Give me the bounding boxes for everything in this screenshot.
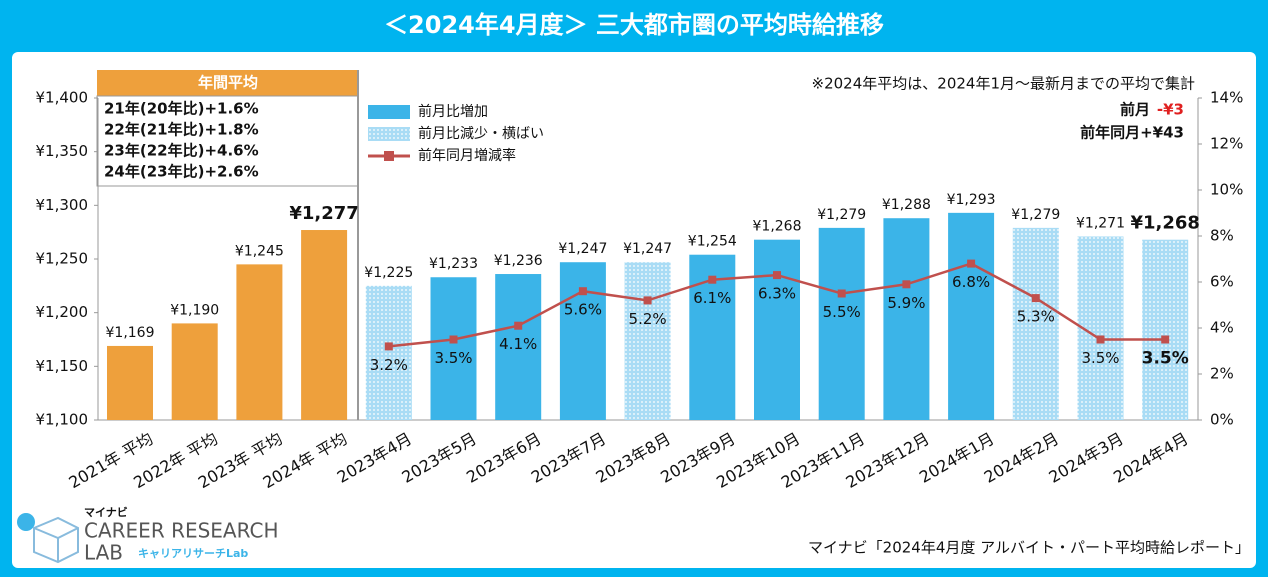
line-marker	[773, 271, 781, 280]
y-tick-label: ¥1,400	[36, 89, 89, 107]
line-marker	[837, 289, 846, 298]
bar	[1012, 227, 1059, 420]
rate-label: 3.5%	[434, 349, 472, 367]
bar	[754, 239, 800, 420]
annual-box-header	[97, 70, 358, 96]
y-tick-label: ¥1,350	[36, 142, 89, 160]
bar	[107, 345, 153, 420]
legend-label: 前月比増加	[418, 103, 488, 120]
bar	[559, 262, 606, 420]
value-label: ¥1,268	[1130, 213, 1199, 234]
mom-label: 前月	[1120, 101, 1150, 119]
rate-label: 4.1%	[499, 335, 537, 353]
yoy: 前年同月+¥43	[1080, 124, 1184, 142]
value-label: ¥1,279	[817, 207, 866, 223]
bar	[818, 227, 865, 420]
bar	[495, 274, 542, 420]
logo-brand: マイナビ	[84, 505, 128, 519]
legend-marker	[384, 151, 394, 161]
value-label: ¥1,190	[170, 302, 219, 318]
legend-swatch	[368, 127, 410, 141]
y2-tick-label: 4%	[1210, 319, 1234, 337]
rate-label: 5.5%	[823, 303, 861, 321]
value-label: ¥1,169	[106, 325, 155, 341]
value-label: ¥1,288	[882, 197, 931, 213]
rate-label: 6.1%	[693, 289, 731, 307]
bar	[624, 262, 671, 420]
line-marker	[514, 321, 523, 330]
mom-value: -¥3	[1157, 101, 1184, 119]
line-marker	[578, 287, 587, 296]
rate-label: 5.3%	[1017, 308, 1055, 326]
value-label: ¥1,271	[1076, 215, 1125, 231]
source: マイナビ「2024年4月度 アルバイト・パート平均時給レポート」	[808, 539, 1250, 557]
value-label: ¥1,236	[494, 253, 543, 269]
y-tick-label: ¥1,300	[36, 196, 89, 214]
rate-label: 3.5%	[1081, 349, 1119, 367]
value-label: ¥1,225	[364, 265, 413, 281]
chart-title: ＜2024年4月度＞ 三大都市圏の平均時給推移	[384, 11, 884, 39]
y2-tick-label: 12%	[1210, 135, 1243, 153]
logo-dot	[17, 513, 35, 531]
logo-cube	[33, 516, 79, 564]
annotation: 22年(21年比)+1.8%	[104, 121, 259, 139]
line-marker	[1031, 294, 1040, 303]
bar	[1142, 239, 1189, 420]
rate-label: 5.2%	[629, 310, 667, 328]
annotation: 21年(20年比)+1.6%	[104, 100, 259, 118]
bar	[430, 277, 477, 420]
bar	[301, 230, 348, 420]
line-marker	[708, 275, 717, 284]
value-label: ¥1,247	[558, 241, 607, 257]
y2-tick-label: 2%	[1210, 365, 1234, 383]
bar	[171, 323, 218, 420]
value-label: ¥1,233	[429, 256, 478, 272]
rate-label: 5.9%	[887, 294, 925, 312]
line-marker	[902, 280, 911, 289]
rate-label: 3.5%	[1142, 349, 1189, 369]
legend-label: 前年同月増減率	[418, 147, 516, 164]
y-tick-label: ¥1,200	[36, 303, 89, 321]
line-marker	[1096, 335, 1105, 344]
rate-label: 6.8%	[952, 273, 990, 291]
value-label: ¥1,247	[623, 241, 672, 257]
annotation: 24年(23年比)+2.6%	[104, 163, 259, 181]
bar	[883, 218, 930, 420]
y2-tick-label: 8%	[1210, 227, 1234, 245]
y-tick-label: ¥1,250	[36, 250, 89, 268]
value-label: ¥1,293	[947, 192, 996, 208]
y2-tick-label: 6%	[1210, 273, 1234, 291]
annotation: 23年(22年比)+4.6%	[104, 142, 259, 160]
bar	[948, 212, 995, 420]
line-marker	[643, 296, 652, 305]
value-label: ¥1,245	[235, 243, 284, 259]
y-tick-label: ¥1,100	[36, 411, 89, 429]
annual-box-title: 年間平均	[198, 74, 258, 92]
legend-swatch	[368, 105, 410, 119]
bar	[365, 285, 412, 420]
value-label: ¥1,279	[1011, 207, 1060, 223]
y2-tick-label: 10%	[1210, 181, 1243, 199]
note: ※2024年平均は、2024年1月～最新月までの平均で集計	[812, 75, 1195, 93]
value-label: ¥1,277	[289, 203, 358, 224]
legend-label: 前月比減少・横ばい	[418, 125, 544, 142]
line-marker	[1161, 335, 1170, 344]
bar	[236, 264, 283, 420]
rate-label: 5.6%	[564, 301, 602, 319]
logo-name: CAREER RESEARCH	[84, 519, 279, 543]
y2-tick-label: 14%	[1210, 89, 1243, 107]
rate-label: 6.3%	[758, 285, 796, 303]
y2-tick-label: 0%	[1210, 411, 1234, 429]
value-label: ¥1,268	[753, 219, 802, 235]
rate-label: 3.2%	[370, 356, 408, 374]
line-marker	[449, 335, 458, 344]
line-marker	[967, 259, 976, 268]
y-tick-label: ¥1,150	[36, 357, 89, 375]
line-marker	[384, 342, 393, 351]
logo-sub: キャリアリサーチLab	[138, 547, 248, 560]
value-label: ¥1,254	[688, 234, 737, 250]
logo-name2: LAB	[84, 541, 123, 565]
